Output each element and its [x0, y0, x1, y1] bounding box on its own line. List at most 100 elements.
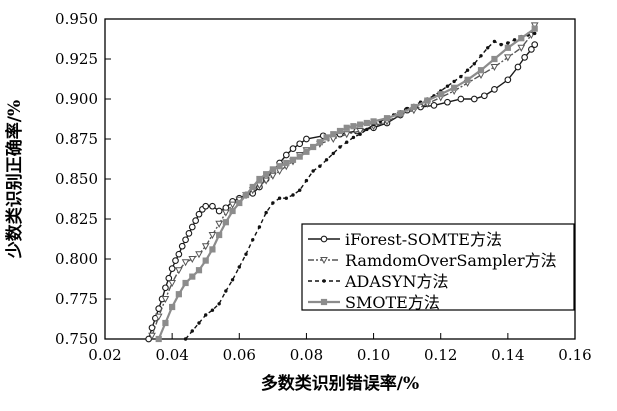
data-point	[464, 76, 471, 83]
data-point	[451, 84, 458, 91]
data-point	[499, 42, 503, 47]
data-point	[324, 158, 329, 162]
data-point	[209, 246, 216, 253]
data-point	[356, 128, 364, 136]
data-point	[444, 98, 451, 106]
data-point	[514, 63, 522, 71]
x-axis-ticks: 0.02 0.04 0.06 0.08 0.10 0.12 0.14 0.16	[88, 333, 592, 364]
data-point	[217, 302, 221, 306]
data-point	[528, 46, 535, 53]
data-point	[182, 279, 189, 287]
data-point	[336, 127, 344, 135]
data-point	[282, 151, 290, 159]
data-point	[465, 68, 470, 72]
data-point	[215, 207, 223, 215]
data-point	[201, 243, 210, 251]
data-point	[255, 182, 264, 190]
data-point	[445, 84, 450, 88]
data-point	[209, 202, 216, 210]
data-point	[256, 175, 263, 183]
legend-item: ADASYN方法	[308, 272, 448, 291]
data-point	[512, 38, 517, 42]
data-point	[237, 265, 241, 269]
data-point	[185, 230, 193, 237]
y-tick-label: 0.950	[55, 10, 98, 28]
data-point	[363, 119, 370, 127]
data-point	[216, 231, 223, 239]
data-point	[330, 131, 337, 138]
y-tick-label: 0.825	[55, 210, 98, 228]
x-tick-label: 0.02	[88, 346, 121, 364]
y-axis-label: 少数类识别正确率/%	[4, 100, 25, 259]
data-point	[531, 25, 538, 32]
data-point	[370, 118, 377, 125]
data-point	[175, 267, 183, 275]
legend-item: iForest-SOMTE方法	[308, 230, 502, 249]
data-point	[517, 44, 526, 52]
data-point	[289, 145, 297, 152]
data-point	[229, 207, 236, 215]
data-point	[410, 103, 417, 111]
legend-label: SMOTE方法	[345, 293, 440, 312]
data-point	[145, 335, 152, 343]
y-tick-label: 0.775	[55, 290, 98, 308]
data-point	[331, 151, 335, 156]
data-point	[161, 296, 170, 304]
data-point	[533, 31, 537, 36]
data-point	[457, 95, 465, 103]
data-point	[491, 86, 498, 93]
data-point	[249, 183, 256, 191]
data-point	[192, 217, 199, 224]
data-point	[277, 196, 282, 200]
data-point	[491, 55, 498, 63]
data-point	[276, 163, 283, 170]
data-point	[188, 256, 197, 264]
x-tick-label: 0.16	[558, 346, 591, 364]
data-point	[318, 164, 322, 168]
y-tick-label: 0.800	[55, 250, 98, 268]
data-point	[197, 321, 201, 325]
data-point	[521, 54, 528, 61]
series-group	[145, 22, 539, 343]
data-point	[481, 92, 488, 100]
data-point	[181, 259, 190, 267]
data-point	[504, 44, 511, 51]
data-point	[154, 313, 163, 321]
data-point	[242, 191, 250, 199]
data-point	[296, 140, 304, 148]
data-point	[310, 143, 317, 151]
data-point	[269, 166, 276, 173]
data-point	[437, 91, 444, 98]
data-point	[296, 153, 303, 160]
data-point	[492, 39, 497, 44]
data-point	[311, 169, 315, 173]
data-point	[504, 76, 512, 84]
data-point	[202, 257, 209, 264]
data-point	[345, 140, 349, 144]
legend-label: iForest-SOMTE方法	[345, 230, 502, 249]
data-point	[236, 199, 243, 207]
data-point	[459, 74, 463, 79]
y-tick-label: 0.925	[55, 50, 98, 68]
data-point	[269, 172, 277, 180]
legend-box	[301, 223, 575, 311]
data-point	[323, 134, 330, 141]
data-point	[397, 110, 404, 117]
data-point	[320, 257, 328, 265]
data-point	[338, 145, 342, 149]
legend: iForest-SOMTE方法 RamdomOverSampler方法 ADASYN…	[301, 223, 575, 312]
x-tick-label: 0.12	[424, 346, 457, 364]
data-point	[172, 257, 179, 264]
data-point	[490, 64, 499, 72]
y-tick-label: 0.750	[55, 330, 98, 348]
data-point	[343, 124, 350, 131]
data-point	[452, 79, 456, 84]
data-point	[224, 289, 228, 293]
y-tick-label: 0.875	[55, 130, 98, 148]
data-point	[518, 35, 525, 42]
data-point	[283, 159, 290, 167]
series-line	[185, 32, 535, 340]
data-point	[195, 210, 203, 218]
data-point	[479, 54, 483, 58]
